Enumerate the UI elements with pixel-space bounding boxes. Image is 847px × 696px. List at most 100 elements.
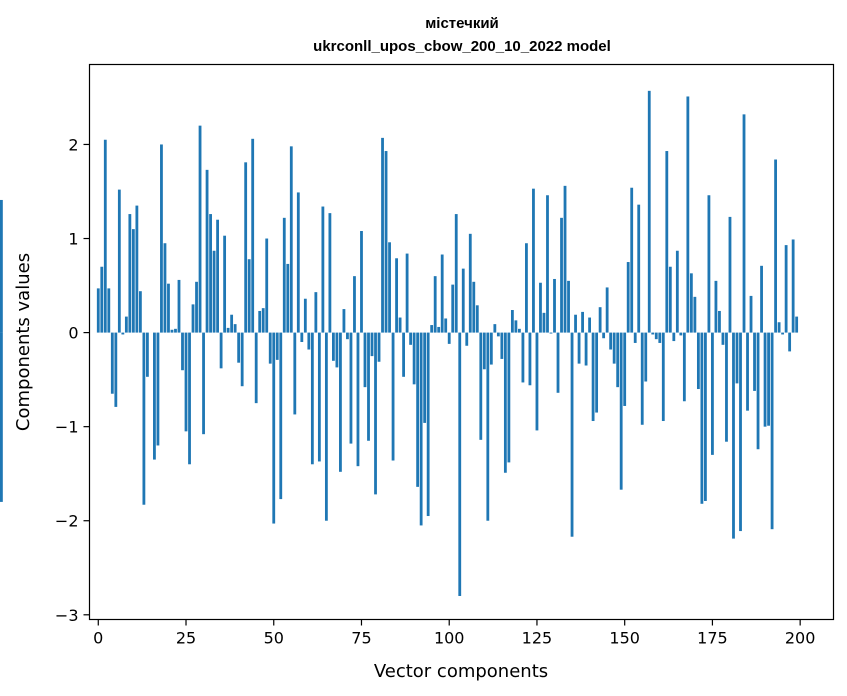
bar-33 (212, 250, 216, 333)
bar-95 (430, 325, 434, 333)
bar-163 (668, 266, 672, 333)
bar-90 (412, 332, 416, 385)
bar-31 (205, 169, 209, 333)
bar-97 (437, 326, 441, 333)
bar-47 (261, 308, 265, 333)
bar-42 (244, 162, 248, 333)
bar-72 (349, 332, 353, 444)
bar-51 (275, 332, 279, 360)
bar-184 (742, 114, 746, 333)
bar-169 (689, 273, 693, 333)
bar-141 (591, 332, 595, 422)
bar-131 (556, 332, 560, 393)
bar-46 (258, 310, 262, 333)
bar-40 (237, 332, 241, 363)
bar-124 (532, 188, 535, 333)
bar-178 (721, 332, 725, 345)
bar-92 (419, 332, 423, 526)
bar-159 (654, 332, 658, 340)
bar-179 (725, 332, 728, 442)
bar-7 (121, 332, 125, 335)
bar-146 (609, 332, 613, 350)
bar-116 (503, 332, 507, 473)
x-axis-ticks: 0 25 50 75 100 125 150 175 200 (93, 619, 815, 648)
bar-149 (619, 332, 623, 490)
bar-35 (219, 332, 223, 369)
bar-85 (395, 258, 398, 333)
bar-16 (153, 332, 156, 460)
bar-110 (482, 332, 486, 370)
y-tick-label: 0 (68, 324, 78, 343)
bar-28 (195, 281, 198, 333)
bar-71 (346, 332, 349, 340)
bar-79 (374, 332, 377, 495)
y-axis-label: Components values (13, 253, 34, 431)
bar-167 (682, 332, 686, 402)
bar-145 (605, 287, 609, 333)
bar-19 (163, 243, 167, 333)
bar-4 (110, 332, 114, 394)
bar-41 (240, 332, 244, 387)
bar-115 (500, 332, 504, 359)
bar-140 (588, 317, 591, 333)
bar-91 (416, 332, 420, 487)
bar-188 (756, 332, 760, 450)
bar-61 (310, 332, 314, 465)
bar-45 (254, 332, 258, 404)
bar-142 (595, 332, 599, 413)
bar-135 (570, 332, 574, 537)
bar-73 (353, 276, 356, 333)
bar-106 (468, 233, 472, 333)
bar-12 (138, 291, 142, 333)
bar-66 (328, 213, 332, 333)
bar-23 (177, 279, 181, 333)
bar-166 (679, 332, 683, 336)
bar-48 (265, 238, 269, 333)
bar-117 (507, 332, 511, 463)
bar-44 (251, 138, 255, 333)
bar-122 (525, 243, 528, 333)
bar-84 (391, 332, 395, 461)
bar-70 (342, 309, 346, 333)
bar-139 (584, 332, 588, 366)
bar-161 (661, 332, 665, 422)
bar-53 (282, 217, 286, 333)
bar-170 (693, 296, 697, 333)
chart-title: містечкий (425, 15, 499, 32)
bar-181 (732, 332, 735, 539)
bar-127 (542, 312, 546, 333)
bar-59 (303, 298, 307, 333)
bar-54 (286, 263, 290, 333)
bar-24 (181, 332, 184, 371)
bar-129 (549, 332, 553, 334)
bar-155 (640, 332, 644, 425)
bar-82 (384, 151, 388, 333)
bar-88 (405, 253, 409, 333)
bar-180 (728, 216, 732, 333)
bar-177 (718, 310, 721, 333)
bar-20 (167, 283, 170, 333)
bar-11 (135, 205, 139, 333)
bar-18 (160, 144, 163, 333)
bar-191 (767, 332, 770, 426)
bar-121 (521, 332, 525, 383)
bar-22 (174, 328, 177, 333)
bar-2 (103, 139, 107, 333)
bar-75 (360, 231, 363, 333)
bar-107 (472, 281, 476, 333)
bar-77 (367, 332, 370, 441)
bar-67 (332, 332, 335, 361)
bar-9 (128, 214, 132, 333)
bar-83 (388, 242, 391, 333)
bar-64 (321, 206, 325, 333)
bar-undefined (0, 199, 3, 333)
y-tick-label: −1 (55, 418, 79, 437)
bar-78 (370, 332, 374, 357)
bar-50 (272, 332, 276, 524)
bar-138 (581, 311, 584, 333)
bar-undefined (0, 332, 3, 502)
bar-100 (447, 332, 451, 344)
bar-102 (454, 214, 458, 333)
bar-34 (216, 219, 219, 333)
bar-113 (493, 324, 497, 333)
